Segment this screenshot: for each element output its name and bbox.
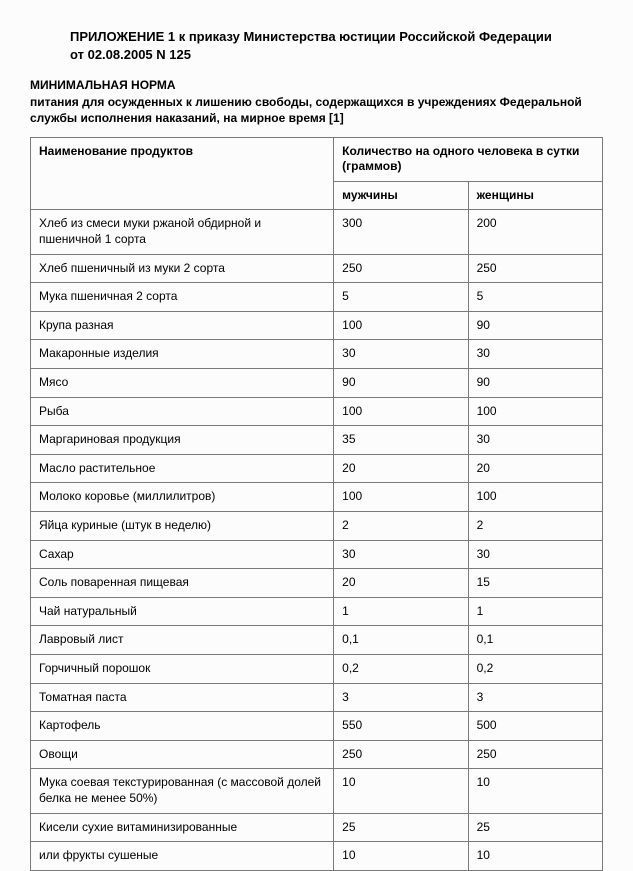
product-name: Мука соевая текстурированная (с массовой… (31, 769, 334, 813)
qty-men: 2 (334, 511, 468, 540)
qty-women: 10 (468, 769, 602, 813)
table-row: Яйца куриные (штук в неделю)22 (31, 511, 603, 540)
qty-men: 30 (334, 540, 468, 569)
table-row: Масло растительное2020 (31, 454, 603, 483)
qty-men: 0,2 (334, 654, 468, 683)
table-row: Сахар3030 (31, 540, 603, 569)
qty-women: 25 (468, 813, 602, 842)
qty-men: 10 (334, 769, 468, 813)
qty-women: 3 (468, 683, 602, 712)
product-name: Сахар (31, 540, 334, 569)
qty-men: 20 (334, 569, 468, 598)
product-name: Овощи (31, 740, 334, 769)
table-row: Молоко коровье (миллилитров)100100 (31, 483, 603, 512)
product-name: Макаронные изделия (31, 340, 334, 369)
qty-women: 20 (468, 454, 602, 483)
qty-women: 100 (468, 483, 602, 512)
product-name: Чай натуральный (31, 597, 334, 626)
table-row: Овощи250250 (31, 740, 603, 769)
product-name: Томатная паста (31, 683, 334, 712)
qty-women: 250 (468, 254, 602, 283)
qty-men: 250 (334, 254, 468, 283)
product-name: Крупа разная (31, 311, 334, 340)
product-name: Соль поваренная пищевая (31, 569, 334, 598)
qty-women: 15 (468, 569, 602, 598)
header-men: мужчины (334, 181, 468, 210)
table-row: Лавровый лист0,10,1 (31, 626, 603, 655)
table-row: Макаронные изделия3030 (31, 340, 603, 369)
table-row: Чай натуральный11 (31, 597, 603, 626)
table-row: или фрукты сушеные1010 (31, 842, 603, 871)
qty-women: 90 (468, 311, 602, 340)
table-row: Картофель550500 (31, 712, 603, 741)
qty-women: 30 (468, 426, 602, 455)
appendix-title: ПРИЛОЖЕНИЕ 1 к приказу Министерства юсти… (70, 28, 563, 63)
qty-men: 250 (334, 740, 468, 769)
qty-women: 500 (468, 712, 602, 741)
product-name: Мясо (31, 369, 334, 398)
document-page: ПРИЛОЖЕНИЕ 1 к приказу Министерства юсти… (0, 0, 633, 871)
product-name: Молоко коровье (миллилитров) (31, 483, 334, 512)
product-name: Масло растительное (31, 454, 334, 483)
qty-men: 30 (334, 340, 468, 369)
product-name: Кисели сухие витаминизированные (31, 813, 334, 842)
product-name: Хлеб пшеничный из муки 2 сорта (31, 254, 334, 283)
qty-men: 5 (334, 283, 468, 312)
qty-men: 550 (334, 712, 468, 741)
qty-men: 35 (334, 426, 468, 455)
qty-women: 30 (468, 340, 602, 369)
table-header-row: Наименование продуктов Количество на одн… (31, 137, 603, 181)
qty-men: 300 (334, 210, 468, 254)
table-row: Хлеб пшеничный из муки 2 сорта250250 (31, 254, 603, 283)
qty-women: 2 (468, 511, 602, 540)
header-qty: Количество на одного человека в сутки (г… (334, 137, 603, 181)
qty-women: 200 (468, 210, 602, 254)
qty-men: 100 (334, 311, 468, 340)
norm-subtitle: питания для осужденных к лишению свободы… (30, 94, 603, 126)
qty-women: 5 (468, 283, 602, 312)
product-name: или фрукты сушеные (31, 842, 334, 871)
qty-men: 25 (334, 813, 468, 842)
table-row: Мука соевая текстурированная (с массовой… (31, 769, 603, 813)
product-name: Горчичный порошок (31, 654, 334, 683)
product-name: Маргариновая продукция (31, 426, 334, 455)
product-name: Яйца куриные (штук в неделю) (31, 511, 334, 540)
qty-men: 3 (334, 683, 468, 712)
qty-men: 20 (334, 454, 468, 483)
product-name: Мука пшеничная 2 сорта (31, 283, 334, 312)
qty-men: 1 (334, 597, 468, 626)
table-row: Соль поваренная пищевая2015 (31, 569, 603, 598)
table-row: Мясо9090 (31, 369, 603, 398)
table-row: Кисели сухие витаминизированные2525 (31, 813, 603, 842)
qty-women: 10 (468, 842, 602, 871)
qty-men: 100 (334, 483, 468, 512)
table-row: Хлеб из смеси муки ржаной обдирной и пше… (31, 210, 603, 254)
product-name: Лавровый лист (31, 626, 334, 655)
nutrition-table: Наименование продуктов Количество на одн… (30, 137, 603, 871)
product-name: Картофель (31, 712, 334, 741)
product-name: Рыба (31, 397, 334, 426)
header-product: Наименование продуктов (31, 137, 334, 210)
product-name: Хлеб из смеси муки ржаной обдирной и пше… (31, 210, 334, 254)
table-row: Горчичный порошок0,20,2 (31, 654, 603, 683)
qty-women: 250 (468, 740, 602, 769)
qty-women: 30 (468, 540, 602, 569)
header-women: женщины (468, 181, 602, 210)
table-row: Маргариновая продукция3530 (31, 426, 603, 455)
qty-men: 10 (334, 842, 468, 871)
norm-title: МИНИМАЛЬНАЯ НОРМА (30, 77, 603, 93)
qty-men: 0,1 (334, 626, 468, 655)
qty-women: 90 (468, 369, 602, 398)
qty-women: 1 (468, 597, 602, 626)
qty-men: 90 (334, 369, 468, 398)
qty-women: 0,2 (468, 654, 602, 683)
qty-women: 100 (468, 397, 602, 426)
table-row: Томатная паста33 (31, 683, 603, 712)
table-row: Мука пшеничная 2 сорта55 (31, 283, 603, 312)
qty-women: 0,1 (468, 626, 602, 655)
qty-men: 100 (334, 397, 468, 426)
table-row: Крупа разная10090 (31, 311, 603, 340)
table-row: Рыба100100 (31, 397, 603, 426)
